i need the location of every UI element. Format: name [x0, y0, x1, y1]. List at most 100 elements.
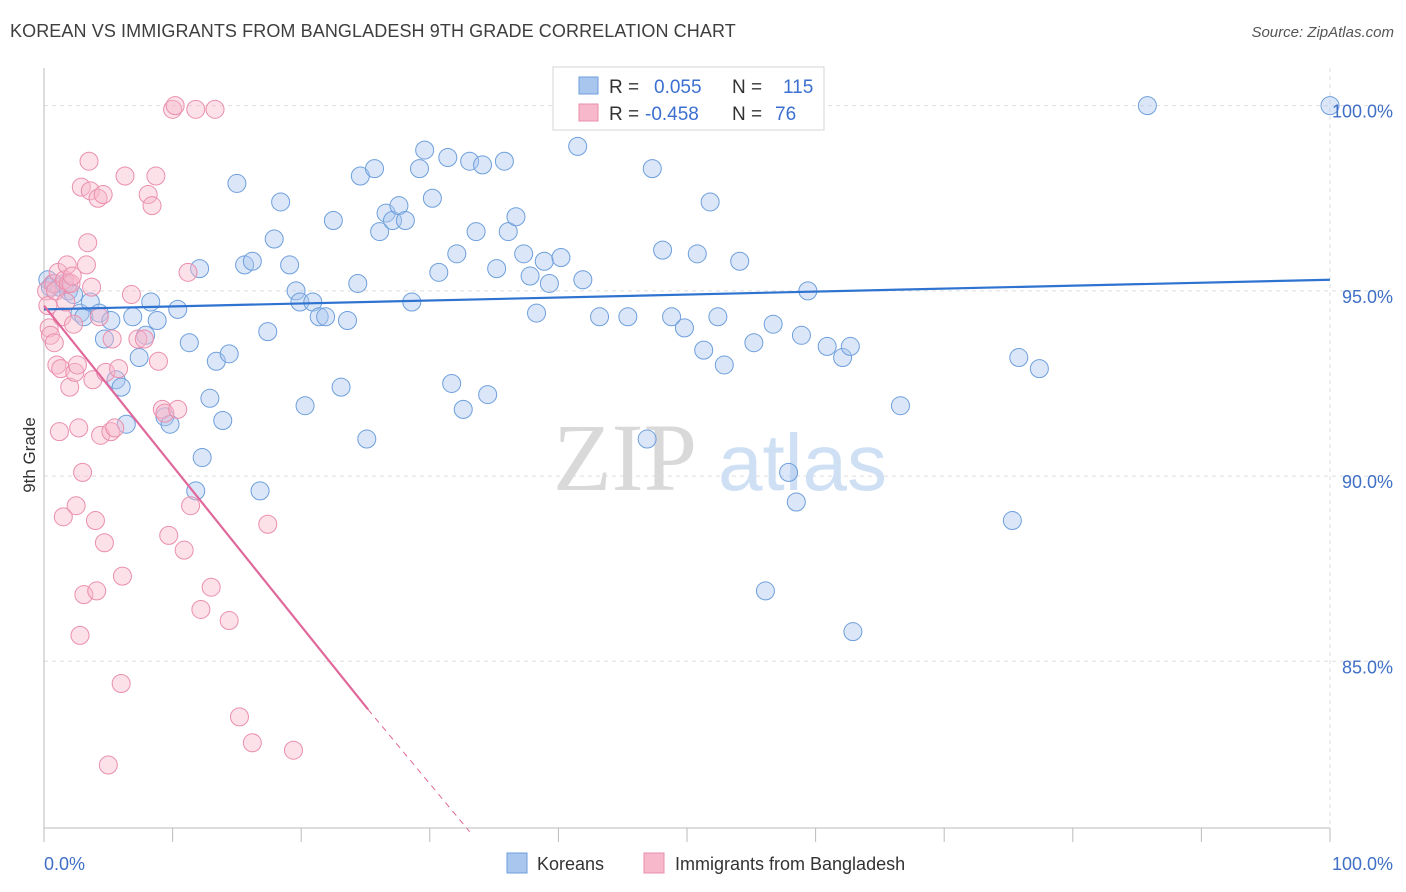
point-bangladesh [178, 262, 198, 282]
stat-r-label-koreans: R = [609, 77, 639, 98]
point-koreans [438, 147, 458, 167]
point-koreans [129, 348, 149, 368]
point-koreans [264, 229, 284, 249]
point-koreans [357, 429, 377, 449]
point-koreans [506, 207, 526, 227]
point-bangladesh [242, 733, 262, 753]
point-koreans [410, 159, 430, 179]
point-koreans [618, 307, 638, 327]
point-koreans [323, 210, 343, 230]
point-bangladesh [69, 418, 89, 438]
watermark-zip: ZIP [553, 404, 697, 511]
point-koreans [573, 270, 593, 290]
stat-n-value-koreans: 115 [783, 77, 813, 98]
chart-title: KOREAN VS IMMIGRANTS FROM BANGLADESH 9TH… [10, 21, 736, 41]
point-koreans [642, 159, 662, 179]
trend-lines [43, 278, 1331, 833]
point-bangladesh [87, 581, 107, 601]
point-bangladesh [65, 362, 85, 382]
point-koreans [786, 492, 806, 512]
watermark: ZIP atlas [553, 404, 887, 511]
point-koreans [755, 581, 775, 601]
point-koreans [64, 285, 84, 305]
point-bangladesh [44, 333, 64, 353]
point-koreans [200, 388, 220, 408]
point-bangladesh [74, 585, 94, 605]
point-koreans [219, 344, 239, 364]
stat-r-value-bangladesh: -0.458 [645, 104, 699, 125]
point-bangladesh [174, 540, 194, 560]
point-bangladesh [94, 533, 114, 553]
point-koreans [674, 318, 694, 338]
point-koreans [442, 373, 462, 393]
point-bangladesh [60, 377, 80, 397]
bottom-legend: Koreans Immigrants from Bangladesh [506, 852, 905, 874]
y-tick-label: 90.0% [1342, 472, 1393, 492]
point-koreans [186, 481, 206, 501]
point-koreans [478, 385, 498, 405]
point-koreans [337, 310, 357, 330]
point-bangladesh [152, 399, 172, 419]
point-bangladesh [102, 329, 122, 349]
legend-swatch-koreans [506, 852, 528, 874]
point-bangladesh [105, 418, 125, 438]
grid-lines [44, 68, 1390, 828]
point-bangladesh [93, 185, 113, 205]
point-koreans [415, 140, 435, 160]
point-bangladesh [159, 525, 179, 545]
point-koreans [534, 251, 554, 271]
point-koreans [568, 136, 588, 156]
point-bangladesh [53, 507, 73, 527]
point-koreans [348, 273, 368, 293]
point-koreans [123, 307, 143, 327]
point-koreans [840, 336, 860, 356]
point-koreans [227, 173, 247, 193]
point-koreans [487, 259, 507, 279]
point-bangladesh [79, 151, 99, 171]
point-koreans [250, 481, 270, 501]
axes [43, 68, 1331, 842]
point-koreans [365, 159, 385, 179]
point-koreans [316, 307, 336, 327]
point-koreans [395, 210, 415, 230]
point-bangladesh [61, 273, 81, 293]
point-bangladesh [186, 99, 206, 119]
point-koreans [744, 333, 764, 353]
point-koreans [779, 462, 799, 482]
point-bangladesh [115, 166, 135, 186]
y-tick-label: 100.0% [1332, 102, 1393, 122]
point-koreans [763, 314, 783, 334]
point-koreans [494, 151, 514, 171]
point-koreans [687, 244, 707, 264]
point-koreans [295, 396, 315, 416]
point-koreans [94, 329, 114, 349]
point-bangladesh [73, 462, 93, 482]
point-koreans [453, 399, 473, 419]
point-koreans [890, 396, 910, 416]
point-bangladesh [76, 255, 96, 275]
point-bangladesh [142, 196, 162, 216]
point-bangladesh [56, 292, 76, 312]
stat-n-label-bangladesh: N = [732, 104, 762, 125]
point-koreans [447, 244, 467, 264]
point-bangladesh [163, 99, 183, 119]
legend-swatch-bangladesh [643, 852, 665, 874]
point-koreans [111, 377, 131, 397]
point-bangladesh [201, 577, 221, 597]
point-bangladesh [181, 496, 201, 516]
point-koreans [1009, 348, 1029, 368]
point-koreans [520, 266, 540, 286]
point-bangladesh [168, 399, 188, 419]
point-bangladesh [134, 329, 154, 349]
series-koreans-points [38, 96, 1340, 642]
point-koreans [370, 222, 390, 242]
source-credit: Source: ZipAtlas.com [1251, 24, 1394, 41]
stat-n-value-bangladesh: 76 [775, 104, 796, 125]
point-bangladesh [121, 285, 141, 305]
point-bangladesh [62, 266, 82, 286]
point-bangladesh [155, 403, 175, 423]
point-bangladesh [229, 707, 249, 727]
point-koreans [460, 151, 480, 171]
point-bangladesh [85, 511, 105, 531]
point-bangladesh [47, 355, 67, 375]
